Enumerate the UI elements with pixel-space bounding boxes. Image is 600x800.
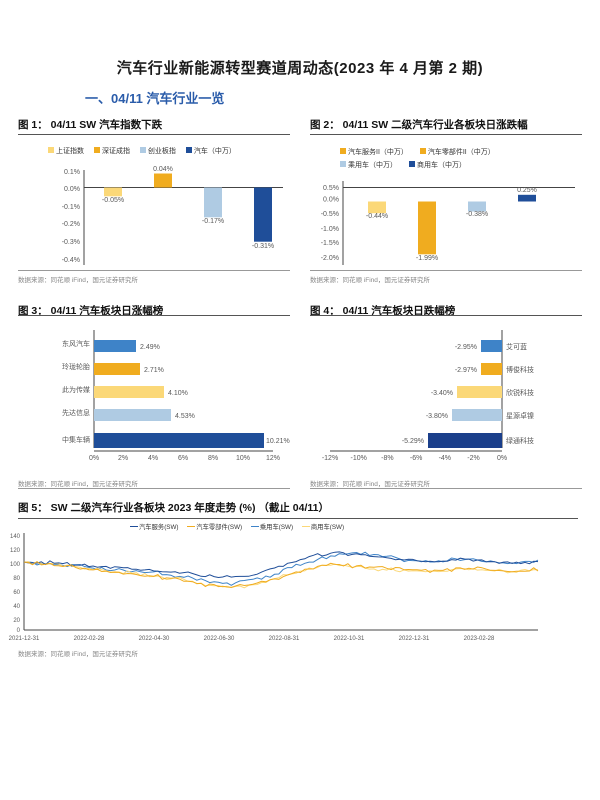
svg-text:10.21%: 10.21% [266, 438, 290, 445]
svg-text:4%: 4% [148, 455, 158, 462]
svg-text:中集车辆: 中集车辆 [62, 435, 90, 444]
svg-text:-1.99%: -1.99% [416, 255, 438, 262]
svg-text:140: 140 [10, 534, 21, 540]
svg-text:2022-02-28: 2022-02-28 [74, 636, 105, 642]
svg-text:2%: 2% [118, 455, 128, 462]
svg-text:-1.0%: -1.0% [321, 226, 339, 233]
svg-text:星源卓镍: 星源卓镍 [506, 411, 534, 420]
svg-text:-0.17%: -0.17% [202, 218, 224, 225]
svg-text:4.53%: 4.53% [175, 413, 195, 420]
svg-text:-12%: -12% [322, 455, 338, 462]
svg-text:-2.95%: -2.95% [455, 344, 477, 351]
svg-text:-0.38%: -0.38% [466, 211, 488, 218]
svg-text:-6%: -6% [410, 455, 422, 462]
svg-text:艾可蓝: 艾可蓝 [506, 342, 527, 351]
svg-text:2022-10-31: 2022-10-31 [334, 636, 365, 642]
svg-text:-3.40%: -3.40% [431, 390, 453, 397]
svg-text:欣锐科技: 欣锐科技 [506, 388, 534, 397]
svg-text:-1.5%: -1.5% [321, 240, 339, 247]
svg-text:-4%: -4% [439, 455, 451, 462]
svg-text:10%: 10% [236, 455, 250, 462]
svg-text:12%: 12% [266, 455, 280, 462]
svg-text:-0.44%: -0.44% [366, 213, 388, 220]
svg-text:-0.5%: -0.5% [321, 211, 339, 218]
svg-text:-3.80%: -3.80% [426, 413, 448, 420]
svg-text:此为传媒: 此为传媒 [62, 385, 90, 394]
svg-text:0.0%: 0.0% [64, 186, 80, 193]
svg-text:2022-04-30: 2022-04-30 [139, 636, 170, 642]
svg-text:先达信息: 先达信息 [62, 408, 90, 417]
svg-text:2022-12-31: 2022-12-31 [399, 636, 430, 642]
svg-text:20: 20 [13, 618, 20, 624]
svg-text:-0.31%: -0.31% [252, 243, 274, 250]
svg-text:4.10%: 4.10% [168, 390, 188, 397]
svg-text:-0.4%: -0.4% [62, 257, 80, 264]
svg-text:0%: 0% [89, 455, 99, 462]
svg-text:0.5%: 0.5% [323, 185, 339, 192]
svg-text:0.0%: 0.0% [323, 197, 339, 204]
svg-text:-2.0%: -2.0% [321, 255, 339, 262]
svg-text:120: 120 [10, 548, 21, 554]
svg-text:2022-08-31: 2022-08-31 [269, 636, 300, 642]
svg-text:0%: 0% [497, 455, 507, 462]
svg-text:0.04%: 0.04% [153, 166, 173, 173]
svg-text:-2%: -2% [467, 455, 479, 462]
svg-text:2.49%: 2.49% [140, 344, 160, 351]
svg-text:0.1%: 0.1% [64, 169, 80, 176]
svg-text:2.71%: 2.71% [144, 367, 164, 374]
svg-text:2021-12-31: 2021-12-31 [9, 636, 40, 642]
svg-text:-5.29%: -5.29% [402, 438, 424, 445]
svg-text:博俊科技: 博俊科技 [506, 365, 534, 374]
svg-text:-0.1%: -0.1% [62, 204, 80, 211]
svg-text:8%: 8% [208, 455, 218, 462]
svg-text:40: 40 [13, 604, 20, 610]
svg-text:6%: 6% [178, 455, 188, 462]
svg-text:60: 60 [13, 590, 20, 596]
svg-text:绿通科技: 绿通科技 [506, 436, 534, 445]
svg-text:玲珑轮胎: 玲珑轮胎 [62, 362, 90, 371]
svg-text:东风汽车: 东风汽车 [62, 339, 90, 348]
svg-text:-8%: -8% [381, 455, 393, 462]
svg-text:-2.97%: -2.97% [455, 367, 477, 374]
svg-text:-0.2%: -0.2% [62, 221, 80, 228]
svg-text:2022-06-30: 2022-06-30 [204, 636, 235, 642]
svg-text:2023-02-28: 2023-02-28 [464, 636, 495, 642]
svg-text:100: 100 [10, 562, 21, 568]
svg-text:-0.05%: -0.05% [102, 197, 124, 204]
svg-text:-10%: -10% [351, 455, 367, 462]
svg-text:0: 0 [17, 628, 21, 634]
svg-text:0.25%: 0.25% [517, 187, 537, 194]
svg-text:80: 80 [13, 576, 20, 582]
svg-text:-0.3%: -0.3% [62, 239, 80, 246]
